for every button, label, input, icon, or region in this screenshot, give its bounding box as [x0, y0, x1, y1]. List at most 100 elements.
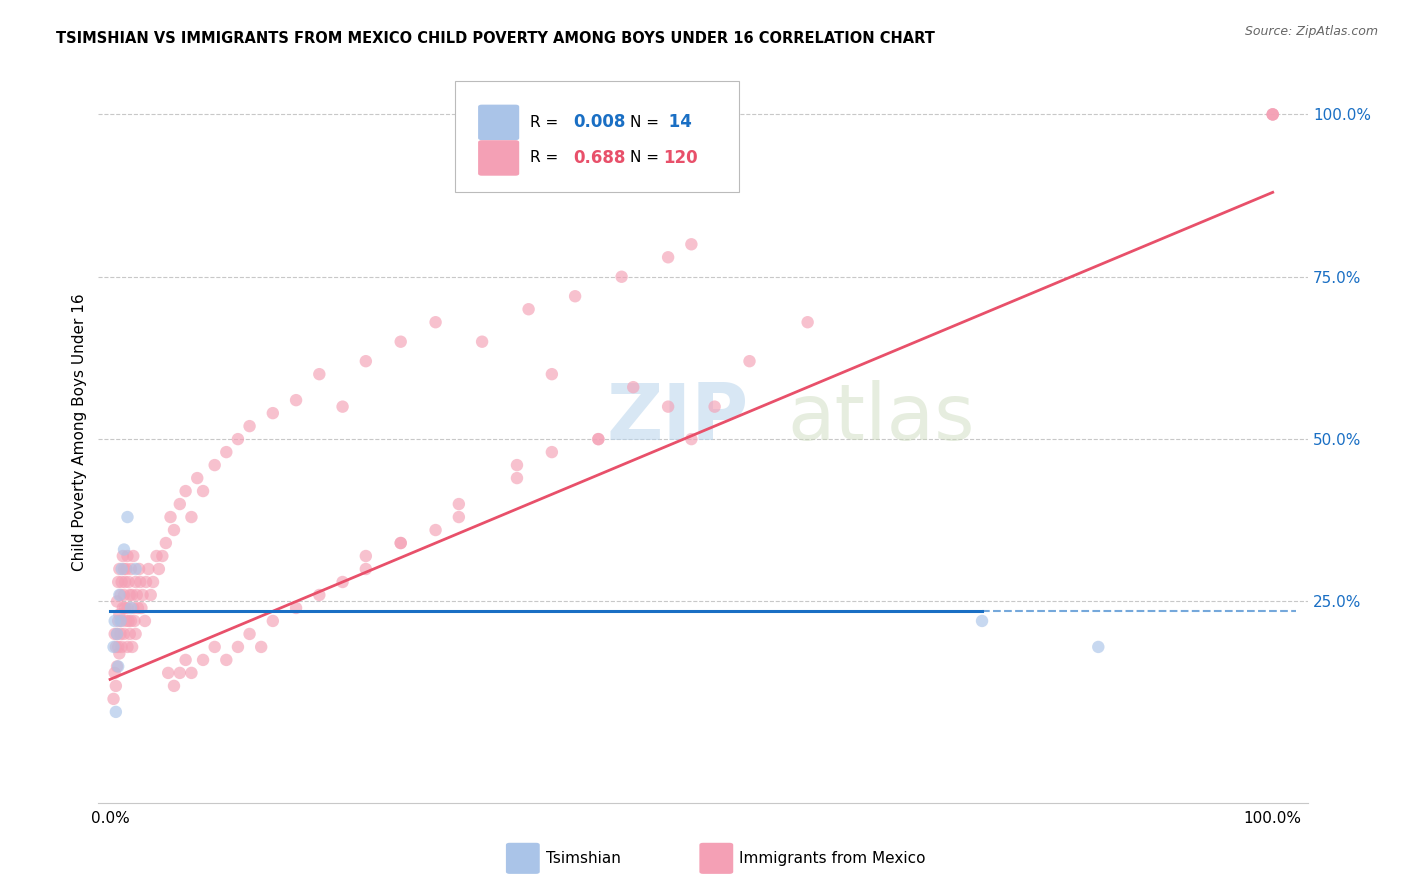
Point — [226, 432, 249, 446]
Point — [112, 627, 135, 641]
Text: TSIMSHIAN VS IMMIGRANTS FROM MEXICO CHILD POVERTY AMONG BOYS UNDER 16 CORRELATIO: TSIMSHIAN VS IMMIGRANTS FROM MEXICO CHIL… — [56, 31, 935, 46]
Point — [657, 400, 679, 414]
Point — [157, 665, 180, 680]
Point — [447, 510, 470, 524]
Point — [107, 574, 129, 589]
Point — [131, 588, 153, 602]
Point — [124, 562, 146, 576]
Point — [169, 665, 191, 680]
Point — [111, 562, 134, 576]
Point — [118, 574, 141, 589]
Point — [588, 432, 610, 446]
Point — [389, 334, 412, 349]
Text: Tsimshian: Tsimshian — [546, 851, 620, 866]
Point — [104, 640, 127, 654]
Point — [120, 562, 142, 576]
Point — [105, 627, 128, 641]
Point — [159, 510, 181, 524]
Point — [111, 640, 134, 654]
Point — [118, 614, 141, 628]
Point — [354, 549, 377, 563]
Text: 0.008: 0.008 — [574, 113, 626, 131]
Point — [134, 614, 156, 628]
Point — [332, 400, 354, 414]
Point — [120, 601, 142, 615]
Point — [354, 354, 377, 368]
Point — [103, 640, 125, 654]
Point — [308, 588, 330, 602]
Point — [104, 614, 127, 628]
Y-axis label: Child Poverty Among Boys Under 16: Child Poverty Among Boys Under 16 — [72, 293, 87, 572]
Point — [169, 497, 191, 511]
Text: ZIP: ZIP — [606, 380, 748, 456]
FancyBboxPatch shape — [506, 843, 540, 874]
Point — [115, 562, 138, 576]
Point — [204, 640, 226, 654]
Point — [389, 536, 412, 550]
Point — [124, 627, 146, 641]
Point — [250, 640, 273, 654]
Point — [332, 574, 354, 589]
Point — [121, 640, 143, 654]
Point — [111, 601, 134, 615]
Point — [111, 549, 134, 563]
Point — [174, 484, 197, 499]
Point — [112, 562, 135, 576]
Point — [285, 393, 308, 408]
Point — [107, 640, 129, 654]
Text: N =: N = — [630, 115, 659, 130]
Point — [191, 484, 214, 499]
FancyBboxPatch shape — [478, 104, 519, 140]
Point — [148, 562, 170, 576]
Point — [117, 601, 139, 615]
Point — [564, 289, 586, 303]
Point — [588, 432, 610, 446]
Point — [122, 601, 145, 615]
Point — [657, 250, 679, 264]
Point — [142, 574, 165, 589]
Point — [114, 574, 136, 589]
Point — [262, 614, 284, 628]
Point — [970, 614, 993, 628]
Point — [108, 647, 131, 661]
Text: R =: R = — [530, 115, 564, 130]
Point — [517, 302, 540, 317]
Text: Source: ZipAtlas.com: Source: ZipAtlas.com — [1244, 25, 1378, 38]
Point — [127, 601, 149, 615]
Point — [131, 601, 153, 615]
Point — [163, 679, 186, 693]
Point — [118, 588, 141, 602]
Point — [471, 334, 494, 349]
Point — [186, 471, 208, 485]
Point — [1261, 107, 1284, 121]
Point — [114, 601, 136, 615]
Text: 120: 120 — [664, 149, 697, 167]
Point — [117, 640, 139, 654]
Point — [145, 549, 167, 563]
Point — [796, 315, 818, 329]
Point — [239, 419, 262, 434]
FancyBboxPatch shape — [456, 81, 740, 192]
Point — [215, 445, 238, 459]
Point — [104, 627, 127, 641]
Point — [239, 627, 262, 641]
Point — [110, 614, 132, 628]
Point — [118, 627, 141, 641]
Text: Immigrants from Mexico: Immigrants from Mexico — [740, 851, 925, 866]
Point — [103, 692, 125, 706]
Point — [1261, 107, 1284, 121]
Text: 14: 14 — [664, 113, 692, 131]
Point — [738, 354, 761, 368]
Point — [506, 458, 529, 472]
Point — [506, 471, 529, 485]
Point — [110, 627, 132, 641]
Point — [122, 549, 145, 563]
Point — [110, 588, 132, 602]
Point — [111, 574, 134, 589]
Point — [681, 432, 703, 446]
Point — [621, 380, 644, 394]
Point — [155, 536, 177, 550]
Point — [124, 574, 146, 589]
Point — [180, 665, 202, 680]
Point — [138, 562, 160, 576]
